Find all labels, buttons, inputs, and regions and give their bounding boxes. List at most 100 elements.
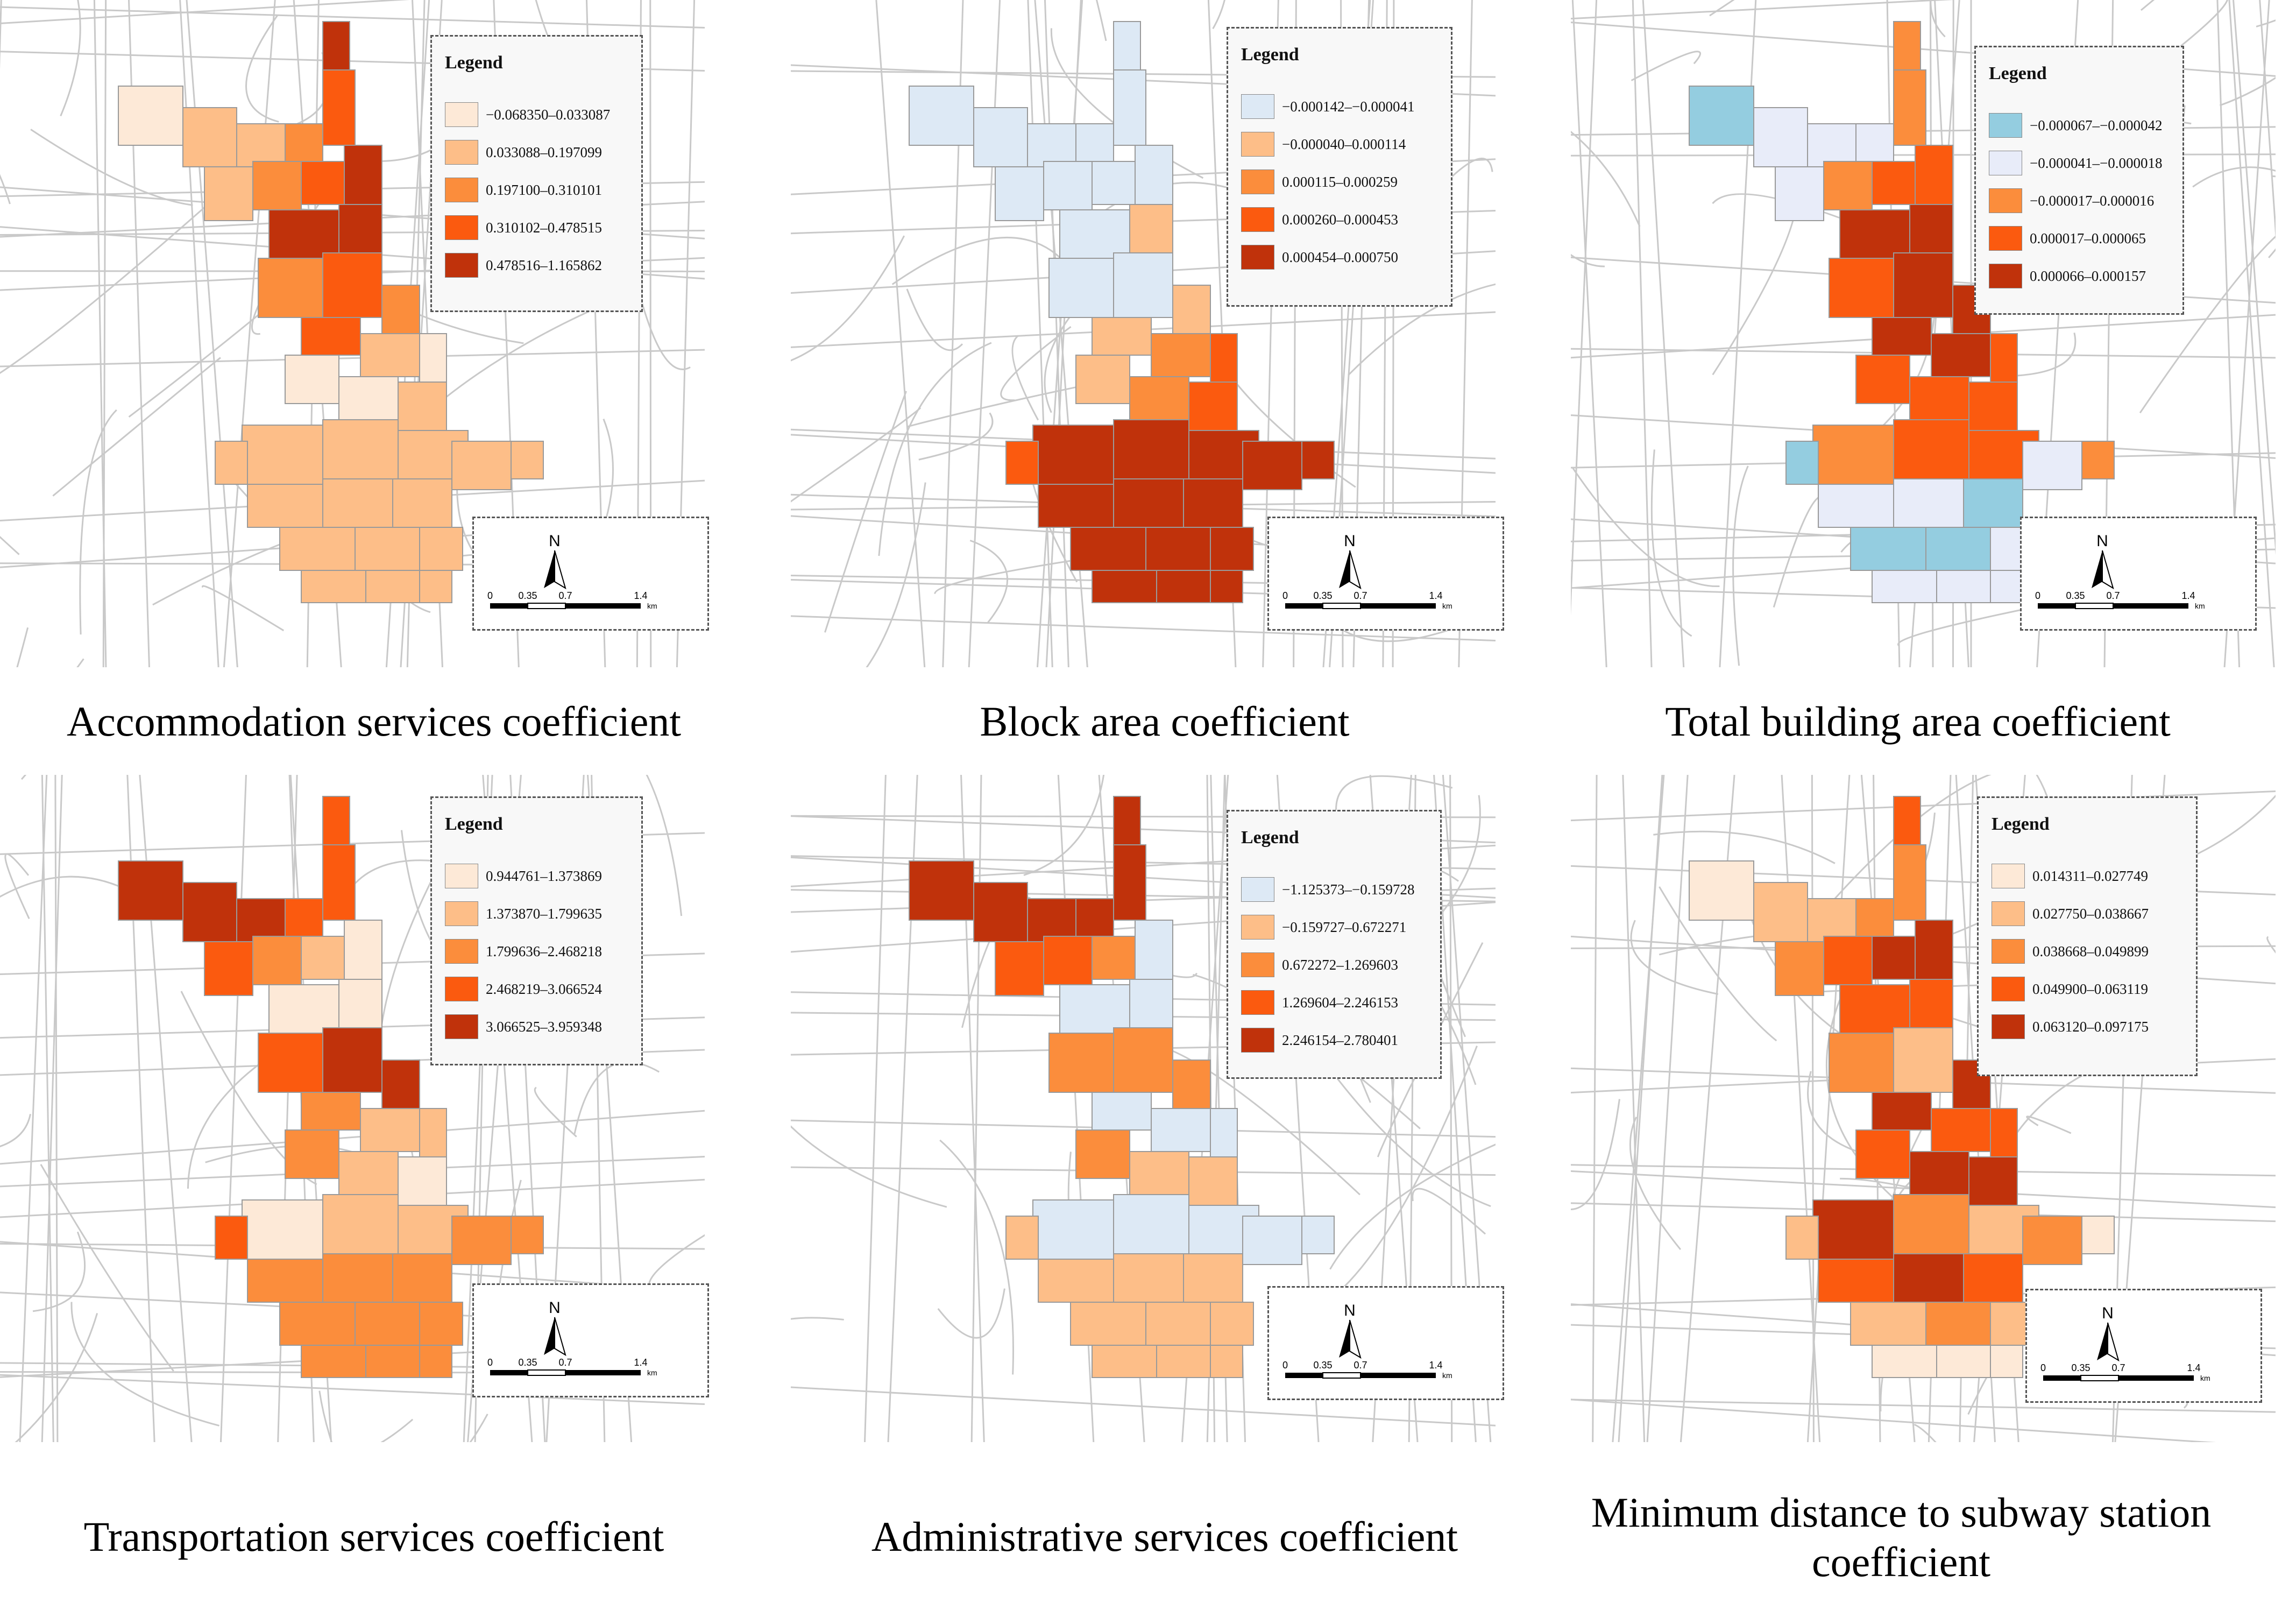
block-polygons [118,21,544,603]
legend-label: 0.944761–1.373869 [486,867,602,884]
scale-tick-label: 0.7 [558,590,572,601]
block-polygon [1893,69,1926,146]
block-polygon [1775,941,1824,996]
block-polygon [1925,527,1991,571]
legend-swatch [445,215,478,240]
block-polygon [285,355,339,404]
legend-swatch [445,1014,478,1039]
legend-label: −1.125373–−0.159728 [1282,881,1415,898]
legend-label: 0.000454–0.000750 [1282,249,1398,265]
legend-label: −0.159727–0.672271 [1282,919,1407,935]
legend-label: 0.672272–1.269603 [1282,956,1398,973]
block-polygon [1113,478,1184,528]
block-polygon [1872,936,1916,980]
block-polygon [1048,1033,1114,1093]
map-canvas [791,775,1496,1442]
legend-label: 3.066525–3.959348 [486,1018,602,1035]
block-polygon [338,204,382,253]
block-polygon [1990,570,2023,603]
legend-rows: −0.000067–−0.000042 −0.000041–−0.000018 −0… [1989,107,2182,295]
block-polygon [1129,376,1189,420]
map-svg [791,775,1496,1442]
block-polygon [1183,478,1243,528]
scale-tick-label: 1.4 [634,1357,647,1368]
block-polygon [355,1302,420,1346]
north-arrow-icon [1339,1320,1350,1358]
legend-swatch [445,901,478,926]
block-polygons [1689,21,2115,603]
block-polygon [1172,285,1211,334]
block-polygon [344,145,382,205]
legend-label: 0.000017–0.000065 [2030,230,2146,246]
block-polygon [1893,796,1921,845]
north-arrow-icon [2092,550,2102,588]
block-polygon [1113,1194,1189,1254]
scale-bar-segment [1360,1373,1436,1378]
north-label: N [549,532,561,550]
block-polygon [1156,570,1211,603]
block-polygon [301,1092,361,1131]
block-polygon [322,844,356,921]
legend-label: 0.033088–0.197099 [486,144,602,160]
legend-swatch [1989,188,2022,213]
block-polygon [1210,1108,1238,1157]
block-polygon [1210,1345,1243,1378]
block-polygon [1210,570,1243,603]
block-polygon [419,527,463,571]
block-polygon [268,209,339,259]
block-polygon [1156,1345,1211,1378]
legend: Legend −0.000067–−0.000042 −0.000041–−0.0… [1974,46,2184,315]
block-polygon [1785,1216,1819,1260]
legend-row: −0.000017–0.000016 [1989,182,2182,220]
block-polygon [1188,382,1238,431]
legend-label: 0.038668–0.049899 [2032,943,2149,959]
legend-label: −0.000142–−0.000041 [1282,98,1415,115]
legend-label: −0.000040–0.000114 [1282,136,1406,152]
block-polygon [1850,527,1926,571]
block-polygon [1753,107,1808,167]
block-polygon [392,478,452,528]
scale-bar-segment [2038,603,2075,609]
legend-swatch [1992,864,2025,888]
block-polygon [1855,1129,1910,1179]
legend-row: −0.000040–0.000114 [1241,125,1451,163]
block-polygon [511,441,544,479]
scale-tick-label: 0.35 [1313,590,1332,601]
block-polygon [344,920,382,980]
block-polygon [301,936,345,980]
legend-rows: −1.125373–−0.159728 −0.159727–0.672271 0.6… [1241,871,1440,1059]
block-polygon [1113,21,1141,70]
block-polygon [242,1199,323,1260]
legend-label: −0.000041–−0.000018 [2030,154,2163,171]
block-polygon [258,1033,323,1093]
legend-swatch [445,178,478,202]
scale-bar-segment [527,1369,566,1376]
block-polygon [322,796,350,845]
block-polygon [322,1253,393,1303]
block-polygon [360,333,420,377]
scale-north-box: N 0 0.35 0.7 1.4 km [1267,1286,1504,1400]
block-polygon [419,1345,452,1378]
block-polygon [268,984,339,1034]
block-polygon [1172,1060,1211,1109]
legend-row: 0.000454–0.000750 [1241,238,1451,276]
block-polygon [252,161,302,210]
block-polygon [338,376,399,420]
block-polygon [1829,1033,1894,1093]
block-polygon [1990,1345,2023,1378]
block-polygon [1242,1216,1302,1265]
block-polygon [215,441,248,485]
block-polygon [1807,123,1856,167]
block-polygon [1092,161,1136,205]
block-polygon [338,979,382,1028]
legend-label: 0.310102–0.478515 [486,219,602,236]
block-polygon [1909,1151,1969,1195]
legend: Legend 0.014311–0.027749 0.027750–0.03866… [1977,796,2198,1076]
legend-swatch [1241,170,1274,194]
legend-row: −0.068350–0.033087 [445,96,641,133]
block-polygon [1872,1092,1932,1131]
block-polygon [398,1156,447,1206]
block-polygon [1893,478,1964,528]
legend-swatch [1241,1028,1274,1053]
scale-tick-label: 0.35 [2066,590,2085,601]
